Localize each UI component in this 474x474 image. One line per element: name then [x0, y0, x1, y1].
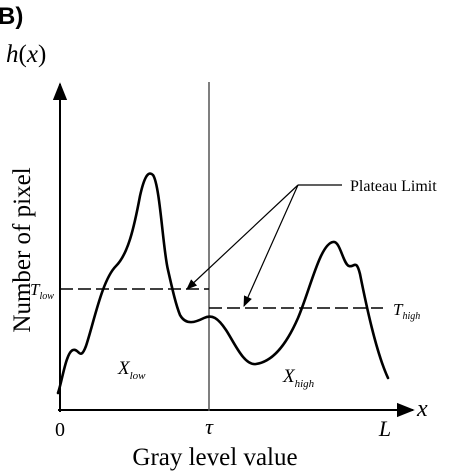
tick-label-L: L: [378, 416, 391, 441]
y-axis-title: Number of pixel: [9, 167, 36, 332]
tick-label-zero: 0: [55, 419, 65, 441]
tick-label-tau: τ: [205, 414, 214, 439]
region-high-label: Xhigh: [282, 366, 315, 390]
plateau-limit-label: Plateau Limit: [350, 178, 437, 195]
t-high-label: Thigh: [393, 300, 420, 322]
callout-arrow-to-t-high: [243, 184, 299, 307]
y-axis-symbol: h(x): [6, 41, 46, 68]
x-axis-symbol: x: [416, 396, 428, 422]
panel-label: B): [0, 3, 23, 30]
callout-arrow-to-t-low: [186, 184, 299, 290]
region-low-label: Xlow: [117, 358, 146, 382]
x-axis-title: Gray level value: [132, 444, 297, 471]
histogram-curve: [56, 172, 390, 395]
t-low-label: Tlow: [30, 280, 54, 302]
